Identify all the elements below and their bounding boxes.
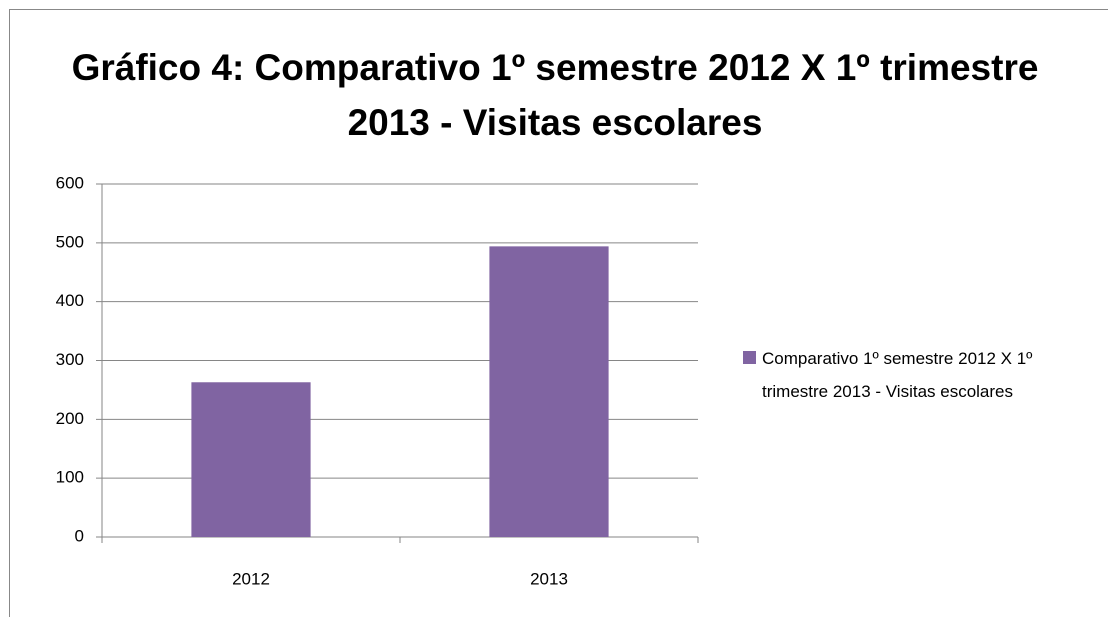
- legend: Comparativo 1º semestre 2012 X 1º trimes…: [743, 342, 1093, 408]
- y-tick-label: 500: [56, 232, 84, 251]
- legend-label: Comparativo 1º semestre 2012 X 1º trimes…: [762, 349, 1033, 401]
- y-tick-label: 300: [56, 350, 84, 369]
- y-tick-label: 600: [56, 173, 84, 192]
- legend-swatch: [743, 351, 756, 364]
- chart-frame: [9, 9, 1108, 617]
- x-tick-label: 2013: [530, 569, 568, 588]
- x-tick-label: 2012: [232, 569, 270, 588]
- bar: [191, 382, 311, 537]
- chart-title: Gráfico 4: Comparativo 1º semestre 2012 …: [71, 47, 1039, 143]
- y-tick-label: 100: [56, 468, 84, 487]
- y-tick-label: 200: [56, 409, 84, 428]
- y-tick-label: 400: [56, 291, 84, 310]
- y-tick-label: 0: [75, 526, 84, 545]
- bar: [489, 246, 609, 537]
